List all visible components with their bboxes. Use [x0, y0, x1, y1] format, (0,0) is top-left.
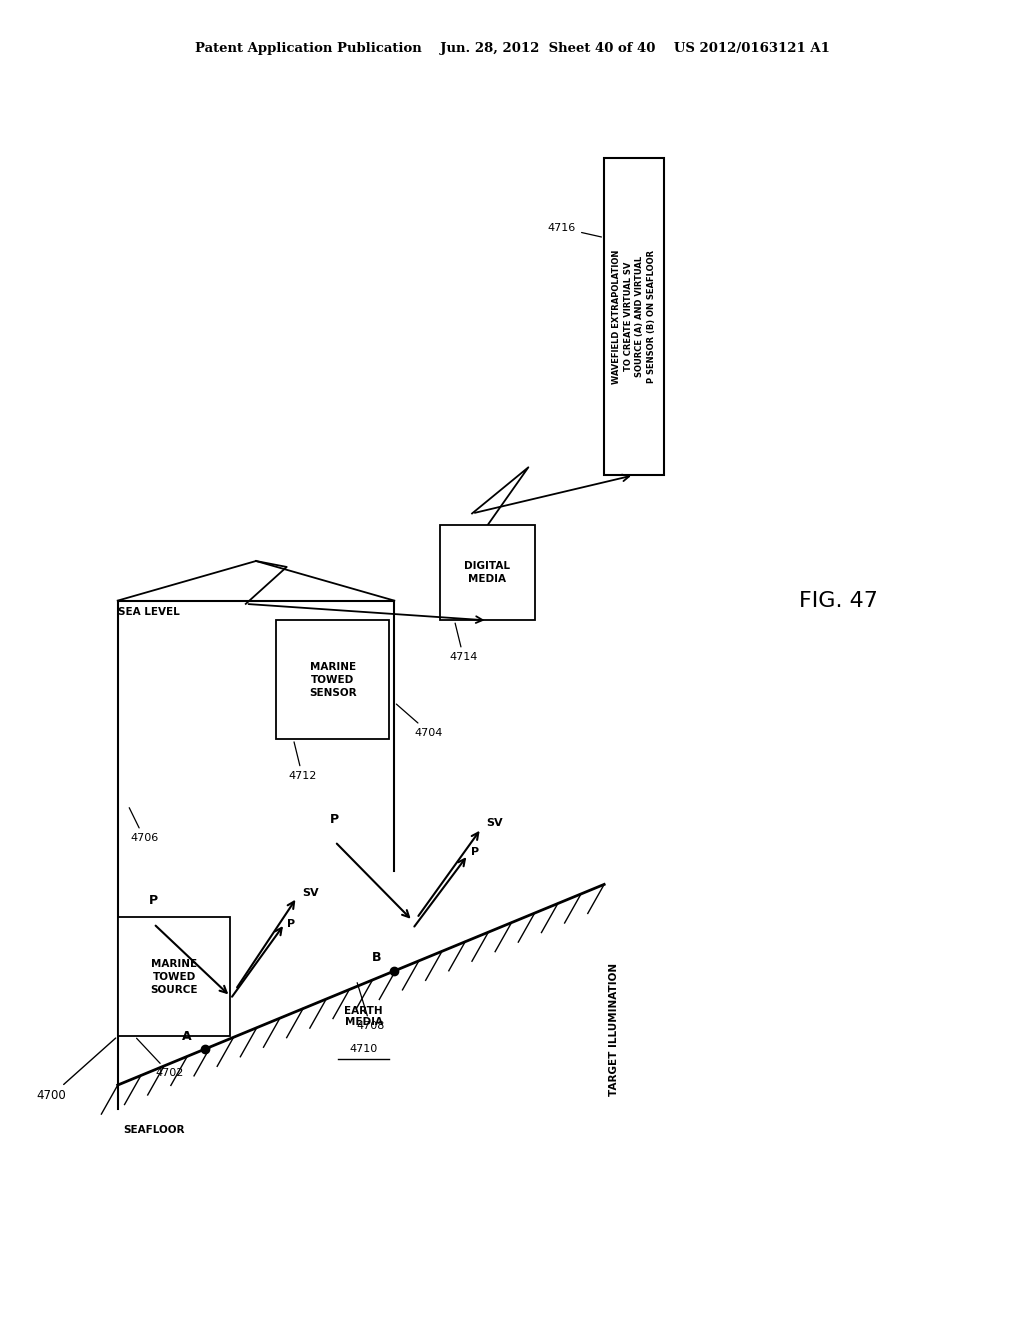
- Text: MARINE
TOWED
SOURCE: MARINE TOWED SOURCE: [151, 960, 198, 994]
- Text: P: P: [150, 894, 158, 907]
- Text: TARGET ILLUMINATION: TARGET ILLUMINATION: [609, 964, 620, 1096]
- Text: 4714: 4714: [450, 623, 478, 663]
- Text: FIG. 47: FIG. 47: [799, 590, 878, 611]
- Text: P: P: [471, 847, 479, 857]
- Text: MARINE
TOWED
SENSOR: MARINE TOWED SENSOR: [309, 663, 356, 697]
- Text: SV: SV: [486, 818, 503, 828]
- Text: A: A: [182, 1030, 191, 1043]
- Text: SV: SV: [302, 888, 318, 899]
- Text: 4700: 4700: [36, 1038, 116, 1102]
- Bar: [604, 158, 664, 475]
- Text: B: B: [372, 952, 381, 965]
- Text: DIGITAL
MEDIA: DIGITAL MEDIA: [465, 561, 510, 585]
- Text: 4710: 4710: [349, 1044, 378, 1055]
- Text: 4702: 4702: [136, 1039, 183, 1078]
- Text: 4706: 4706: [129, 808, 159, 843]
- Text: 4712: 4712: [289, 742, 316, 781]
- Text: 4708: 4708: [356, 982, 385, 1031]
- Text: P: P: [287, 919, 295, 929]
- Text: WAVEFIELD EXTRAPOLATION
TO CREATE VIRTUAL SV
SOURCE (A) AND VIRTUAL
P SENSOR (B): WAVEFIELD EXTRAPOLATION TO CREATE VIRTUA…: [612, 249, 655, 384]
- Text: P: P: [331, 813, 339, 826]
- Text: SEA LEVEL: SEA LEVEL: [118, 607, 179, 618]
- Text: Patent Application Publication    Jun. 28, 2012  Sheet 40 of 40    US 2012/01631: Patent Application Publication Jun. 28, …: [195, 42, 829, 55]
- Bar: [440, 525, 535, 620]
- Text: 4716: 4716: [548, 223, 601, 238]
- Text: EARTH
MEDIA: EARTH MEDIA: [344, 1006, 383, 1027]
- Bar: [276, 620, 389, 739]
- Text: 4704: 4704: [396, 704, 443, 738]
- Bar: [118, 917, 230, 1036]
- Text: SEAFLOOR: SEAFLOOR: [123, 1125, 184, 1135]
